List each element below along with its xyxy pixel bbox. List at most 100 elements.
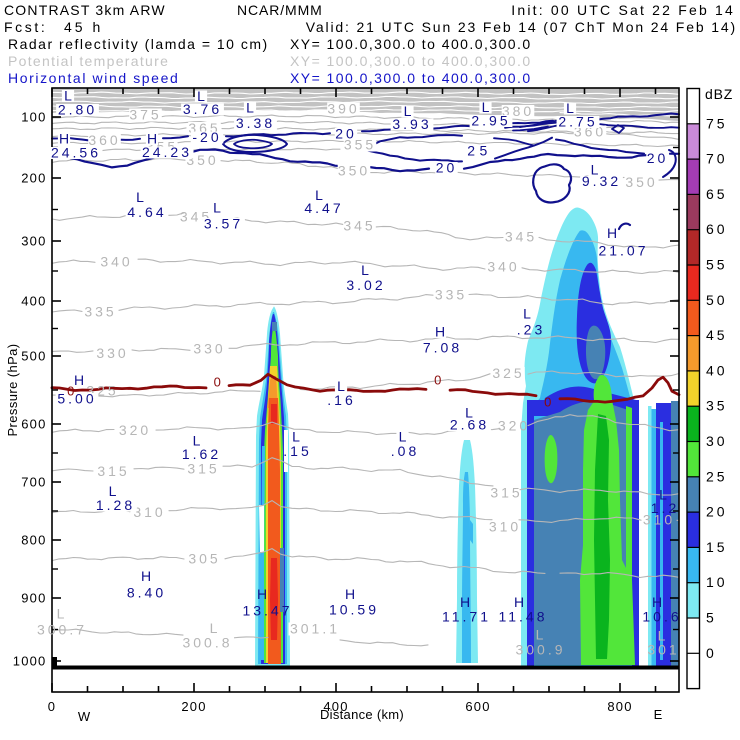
svg-text:H: H: [141, 568, 151, 584]
svg-text:3.76: 3.76: [183, 101, 222, 117]
svg-text:345: 345: [343, 218, 375, 234]
svg-text:L: L: [109, 483, 117, 499]
svg-text:345: 345: [505, 229, 537, 245]
svg-text:Valid: 21 UTC Sun 23 Feb 14 (0: Valid: 21 UTC Sun 23 Feb 14 (07 ChT Mon …: [306, 19, 737, 35]
svg-text:L: L: [659, 487, 667, 503]
svg-text:L: L: [536, 627, 547, 643]
svg-text:325: 325: [492, 365, 524, 381]
svg-text:350: 350: [338, 163, 370, 179]
svg-text:0: 0: [544, 395, 552, 410]
svg-text:335: 335: [84, 304, 116, 320]
svg-text:20: 20: [335, 126, 357, 142]
svg-text:320: 320: [498, 418, 530, 434]
svg-text:75: 75: [706, 115, 728, 131]
svg-text:L: L: [210, 620, 221, 636]
svg-text:L: L: [315, 187, 323, 203]
svg-text:L: L: [566, 100, 574, 116]
svg-text:300.7: 300.7: [37, 622, 87, 638]
svg-text:7.08: 7.08: [423, 340, 462, 356]
svg-text:21.07: 21.07: [598, 243, 648, 259]
svg-text:25: 25: [706, 468, 728, 484]
svg-text:1.2: 1.2: [651, 500, 679, 516]
svg-text:L: L: [482, 99, 490, 115]
svg-text:200: 200: [181, 699, 206, 714]
svg-text:100: 100: [21, 110, 46, 125]
svg-text:Potential temperature: Potential temperature: [8, 53, 169, 69]
svg-text:24.23: 24.23: [142, 144, 192, 160]
svg-text:900: 900: [21, 591, 46, 606]
svg-text:L: L: [361, 262, 369, 278]
svg-text:320: 320: [119, 422, 151, 438]
svg-text:XY= 100.0,300.0 to 400.0,300.0: XY= 100.0,300.0 to 400.0,300.0: [290, 53, 532, 69]
svg-text:13.47: 13.47: [242, 603, 292, 619]
svg-text:10: 10: [706, 574, 728, 590]
svg-text:11.71: 11.71: [442, 609, 491, 625]
svg-text:340: 340: [487, 259, 519, 275]
svg-text:50: 50: [706, 292, 728, 308]
svg-text:3.93: 3.93: [392, 116, 431, 132]
svg-text:2.68: 2.68: [450, 417, 489, 433]
svg-text:L: L: [404, 103, 412, 119]
svg-text:1000: 1000: [13, 654, 47, 669]
svg-text:.08: .08: [391, 443, 419, 459]
svg-text:Fcst:: Fcst:: [4, 19, 47, 35]
svg-text:345: 345: [180, 209, 212, 225]
svg-text:8.40: 8.40: [127, 585, 166, 601]
svg-text:L: L: [591, 162, 599, 178]
svg-text:3.02: 3.02: [346, 277, 385, 293]
svg-text:.15: .15: [283, 443, 311, 459]
svg-text:1.28: 1.28: [96, 497, 135, 513]
svg-text:335: 335: [435, 287, 467, 303]
svg-text:L: L: [193, 433, 201, 449]
svg-text:H: H: [345, 586, 355, 602]
svg-text:600: 600: [465, 699, 490, 714]
svg-text:W: W: [78, 709, 91, 724]
svg-text:Radar reflectivity (lamda = 10: Radar reflectivity (lamda = 10 cm): [8, 36, 269, 52]
svg-text:.23: .23: [517, 322, 545, 338]
svg-text:Horizontal wind speed: Horizontal wind speed: [8, 70, 179, 86]
svg-text:10.6: 10.6: [642, 609, 681, 625]
svg-text:.16: .16: [327, 392, 355, 408]
svg-text:800: 800: [21, 533, 46, 548]
svg-text:20: 20: [436, 160, 458, 176]
svg-text:H: H: [435, 324, 445, 340]
svg-text:L: L: [292, 429, 300, 445]
svg-text:3.57: 3.57: [204, 216, 243, 232]
svg-text:350: 350: [625, 174, 657, 190]
svg-text:45: 45: [706, 327, 728, 343]
svg-text:9.32: 9.32: [582, 173, 621, 189]
svg-text:0: 0: [48, 699, 56, 714]
svg-text:L: L: [658, 628, 669, 644]
svg-text:0: 0: [67, 384, 75, 399]
svg-text:11.48: 11.48: [499, 609, 548, 625]
svg-text:20: 20: [706, 504, 728, 520]
svg-text:35: 35: [706, 398, 728, 414]
svg-text:XY= 100.0,300.0 to 400.0,300.0: XY= 100.0,300.0 to 400.0,300.0: [290, 36, 532, 52]
svg-text:24.56: 24.56: [51, 145, 101, 161]
svg-text:L: L: [213, 200, 221, 216]
svg-text:4.47: 4.47: [304, 200, 343, 216]
svg-text:L: L: [523, 306, 531, 322]
svg-text:330: 330: [193, 341, 225, 357]
svg-text:400: 400: [323, 699, 348, 714]
svg-text:65: 65: [706, 186, 728, 202]
svg-text:2.95: 2.95: [471, 113, 510, 129]
svg-text:10.59: 10.59: [329, 602, 379, 618]
svg-text:0: 0: [434, 373, 442, 388]
svg-text:H: H: [74, 372, 84, 388]
svg-text:350: 350: [186, 152, 218, 168]
svg-text:500: 500: [21, 349, 46, 364]
svg-text:CONTRAST 3km ARW: CONTRAST 3km ARW: [4, 2, 166, 18]
svg-text:Pressure (hPa): Pressure (hPa): [5, 343, 20, 436]
svg-text:-20: -20: [192, 129, 221, 145]
svg-text:L: L: [246, 100, 254, 116]
svg-text:355: 355: [344, 137, 376, 153]
svg-text:800: 800: [607, 699, 632, 714]
svg-text:55: 55: [706, 257, 728, 273]
svg-text:2.75: 2.75: [558, 114, 597, 130]
svg-text:H: H: [514, 594, 524, 610]
svg-text:L: L: [337, 378, 345, 394]
svg-text:L: L: [399, 429, 407, 445]
svg-text:200: 200: [21, 171, 46, 186]
svg-text:15: 15: [706, 539, 728, 555]
